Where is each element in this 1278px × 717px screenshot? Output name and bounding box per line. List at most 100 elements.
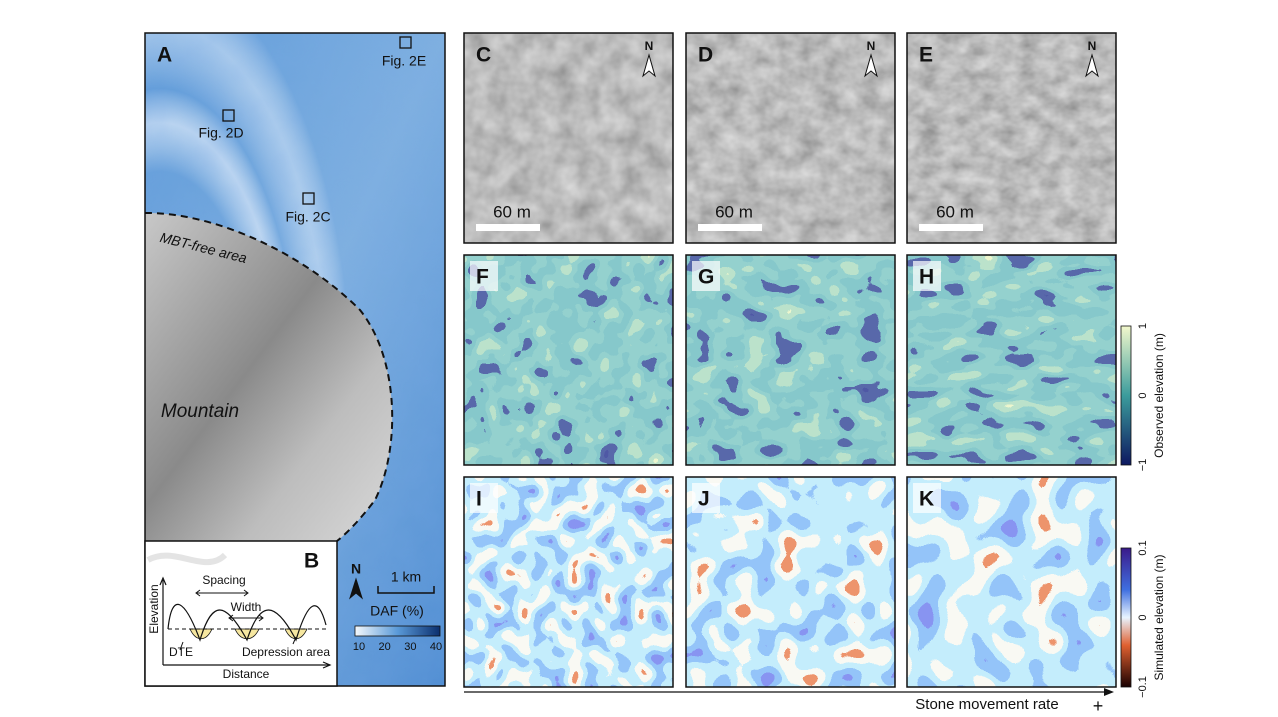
width-arrow	[228, 614, 264, 622]
scale-label: 60 m	[936, 202, 974, 221]
colorbar-title: DAF (%)	[370, 603, 424, 619]
panel: H	[906, 254, 1117, 466]
panel-image	[686, 255, 895, 465]
colorbar-tick-label: −1	[1137, 459, 1149, 472]
colorbar-ticks: 10 20 30 40	[353, 641, 442, 653]
marker-label: Fig. 2C	[285, 209, 330, 225]
north-label: N	[645, 39, 654, 53]
marker-label: Fig. 2D	[198, 125, 243, 141]
panel-letter: K	[919, 488, 934, 511]
feature-label: Mountain	[161, 401, 239, 422]
scale-label: 1 km	[391, 569, 421, 585]
panel: I	[463, 476, 674, 688]
north-label: N	[1088, 39, 1097, 53]
panel-image	[907, 255, 1116, 465]
panel-image	[464, 255, 673, 465]
colorbar	[1120, 325, 1132, 466]
boundary-line	[144, 211, 394, 542]
panel-frame	[463, 32, 674, 244]
panel: D N 60 m	[685, 32, 896, 244]
panel-frame	[685, 32, 896, 244]
panel-frame	[685, 254, 896, 466]
colorbar-tick-label: 20	[379, 641, 391, 653]
panel: C N 60 m	[463, 32, 674, 244]
colorbar-tick-label: 0	[1137, 392, 1149, 398]
axis-sign: +	[1093, 696, 1104, 716]
scale-label: 60 m	[493, 202, 531, 221]
colorbar-tick-label: 1	[1137, 323, 1149, 329]
panel-letter: D	[698, 44, 713, 67]
panel-frame	[463, 476, 674, 688]
inset-frame	[144, 540, 338, 687]
axis-label: Stone movement rate	[915, 696, 1058, 713]
panel-frame	[906, 254, 1117, 466]
inset-label: DTE	[169, 645, 193, 659]
panel: J	[685, 476, 896, 688]
panel-image	[907, 477, 1116, 687]
panel-image	[686, 477, 895, 687]
scale-bar	[377, 586, 435, 594]
panel-frame	[906, 32, 1117, 244]
panel: G	[685, 254, 896, 466]
colorbar-title: Observed elevation (m)	[1152, 333, 1166, 458]
panel-a: A Fig. 2E Fig. 2D Fig. 2C MBT-free area …	[144, 32, 446, 687]
colorbar-tick-label: 40	[430, 641, 442, 653]
marker-box	[302, 192, 315, 205]
panel-image	[686, 33, 895, 243]
panel-letter: J	[698, 488, 710, 511]
marker-label: Fig. 2E	[382, 53, 426, 69]
north-arrow	[1085, 53, 1099, 78]
north-arrow	[349, 577, 363, 600]
letter-badge	[692, 261, 720, 291]
north-arrow	[642, 53, 656, 78]
colorbar	[354, 625, 441, 637]
panel-letter: H	[919, 266, 934, 289]
letter-badge	[470, 261, 498, 291]
inset-pointer	[179, 636, 297, 651]
panel-frame	[463, 254, 674, 466]
panel-letter: E	[919, 44, 933, 67]
colorbar-title: Simulated elevation (m)	[1152, 554, 1166, 680]
inset-label: Depression area	[242, 645, 330, 659]
scale-bar	[919, 224, 983, 231]
letter-badge	[913, 483, 941, 513]
colorbar-tick-label: 30	[404, 641, 416, 653]
spacing-arrow	[195, 589, 249, 597]
panel-b: B Spacing Width Elevation Distance DTE D…	[144, 540, 338, 687]
panel-letter: I	[476, 488, 482, 511]
inset-arrowheads	[159, 576, 332, 669]
panel-letter: A	[157, 44, 172, 67]
colorbar	[1120, 547, 1132, 688]
scale-bar	[698, 224, 762, 231]
colorbar-tick-label: −0.1	[1137, 676, 1149, 698]
inset-axis-label: Elevation	[147, 584, 161, 633]
axis-arrowhead	[1104, 688, 1114, 696]
north-arrow	[864, 53, 878, 78]
letter-badge	[470, 483, 498, 513]
inset-label: Width	[231, 600, 262, 614]
marker-box	[399, 36, 412, 49]
rate-axis: Stone movement rate +	[464, 688, 1114, 716]
panel: K	[906, 476, 1117, 688]
colorbar-tick-label: 0.1	[1137, 540, 1149, 555]
panel-image	[464, 33, 673, 243]
north-label: N	[867, 39, 876, 53]
colorbar-tick-label: 10	[353, 641, 365, 653]
inset-shade	[146, 552, 228, 566]
scale-bar	[476, 224, 540, 231]
panel-frame	[685, 476, 896, 688]
marker-box	[222, 109, 235, 122]
panel-image	[907, 33, 1116, 243]
scale-label: 60 m	[715, 202, 753, 221]
mountain-area	[145, 212, 393, 542]
north-label: N	[351, 561, 361, 577]
letter-badge	[692, 483, 720, 513]
colorbar-tick-label: 0	[1137, 614, 1149, 620]
panel-letter: C	[476, 44, 491, 67]
panel-letter: B	[304, 550, 319, 573]
inset-label: Spacing	[202, 573, 245, 587]
